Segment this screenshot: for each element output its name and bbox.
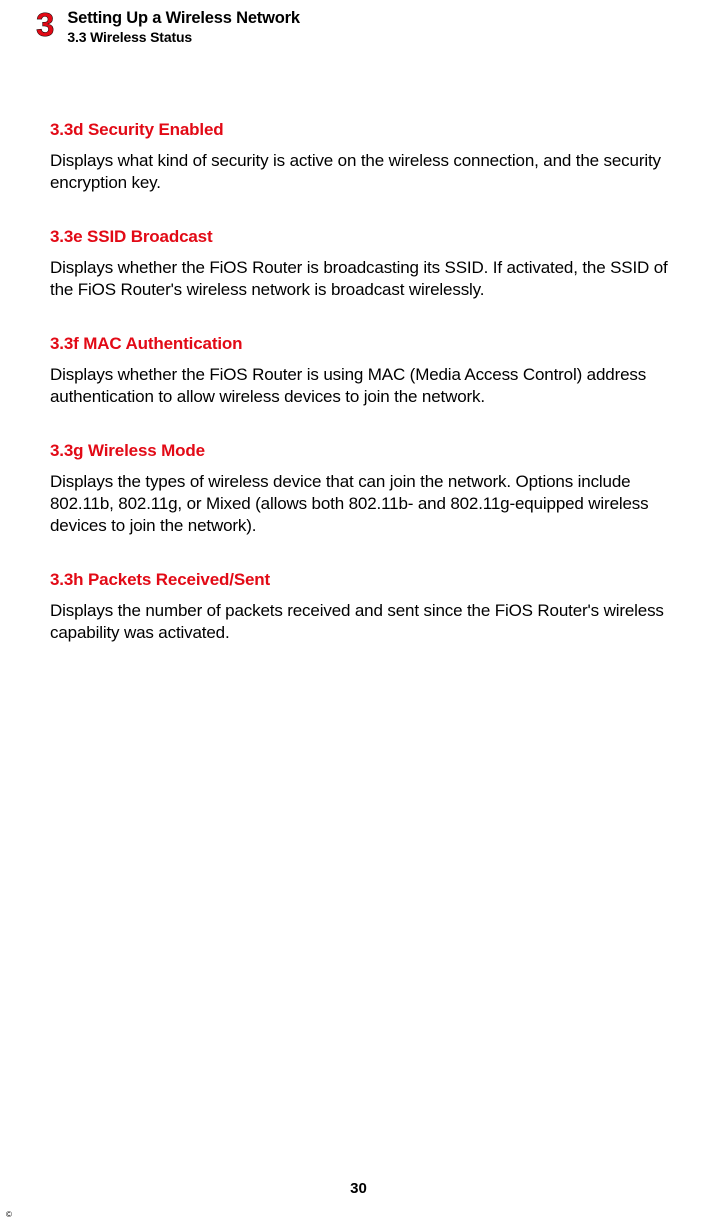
section-body: Displays the types of wireless device th… (50, 471, 675, 538)
section-body: Displays the number of packets received … (50, 600, 675, 645)
page-header: 3 Setting Up a Wireless Network 3.3 Wire… (0, 0, 717, 45)
section-block: 3.3h Packets Received/Sent Displays the … (50, 570, 675, 645)
section-title: 3.3 Wireless Status (67, 29, 299, 45)
section-heading: 3.3f MAC Authentication (50, 334, 675, 354)
chapter-number: 3 (36, 8, 53, 41)
page-content: 3.3d Security Enabled Displays what kind… (0, 45, 717, 645)
section-block: 3.3d Security Enabled Displays what kind… (50, 120, 675, 195)
section-heading: 3.3d Security Enabled (50, 120, 675, 140)
section-body: Displays whether the FiOS Router is broa… (50, 257, 675, 302)
header-titles: Setting Up a Wireless Network 3.3 Wirele… (67, 8, 299, 45)
section-body: Displays whether the FiOS Router is usin… (50, 364, 675, 409)
section-block: 3.3f MAC Authentication Displays whether… (50, 334, 675, 409)
section-block: 3.3e SSID Broadcast Displays whether the… (50, 227, 675, 302)
section-heading: 3.3h Packets Received/Sent (50, 570, 675, 590)
section-body: Displays what kind of security is active… (50, 150, 675, 195)
chapter-title: Setting Up a Wireless Network (67, 9, 299, 28)
section-block: 3.3g Wireless Mode Displays the types of… (50, 441, 675, 538)
section-heading: 3.3g Wireless Mode (50, 441, 675, 461)
copyright-symbol: © (6, 1210, 12, 1219)
section-heading: 3.3e SSID Broadcast (50, 227, 675, 247)
page-number: 30 (0, 1180, 717, 1197)
